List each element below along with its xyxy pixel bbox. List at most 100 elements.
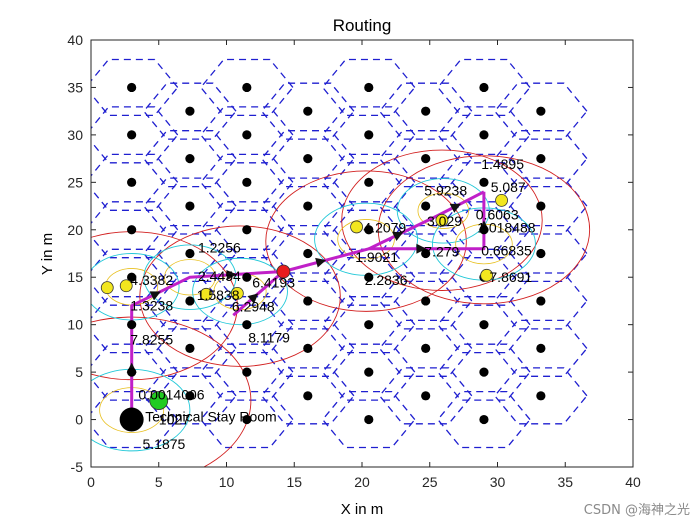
cell-node	[303, 201, 313, 211]
data-label: 8.1179	[248, 330, 290, 346]
cell-node	[127, 225, 137, 235]
hex-cell	[437, 343, 531, 401]
y-tick-label: 30	[67, 127, 83, 143]
hex-cell	[493, 177, 588, 235]
hex-cell	[91, 248, 179, 306]
hex-cell	[199, 106, 294, 164]
data-label: 0.0014006	[138, 387, 204, 403]
cell-node	[364, 130, 374, 140]
hex-cell	[493, 224, 588, 283]
route-arrow	[226, 270, 237, 281]
relay-node	[149, 391, 169, 410]
member-node	[100, 281, 114, 295]
hex-cell	[321, 390, 416, 449]
cell-node	[242, 82, 252, 93]
hex-cell	[199, 201, 294, 259]
hex-cell	[378, 272, 473, 330]
cell-node	[127, 82, 137, 93]
data-label: 2.4454	[198, 268, 241, 284]
range-circle-yellow	[337, 219, 395, 260]
hex-cell	[260, 130, 355, 188]
member-node	[119, 279, 133, 293]
data-label: 6.4193	[252, 275, 295, 291]
member-node	[495, 193, 508, 207]
x-tick-label: 35	[557, 474, 573, 490]
hex-cell	[321, 153, 416, 211]
hex-cell	[260, 367, 355, 425]
cell-node	[242, 130, 252, 140]
range-circle-red	[265, 170, 467, 312]
hex-cell	[437, 296, 531, 354]
data-label: 0.6063	[476, 206, 519, 222]
cell-node	[479, 414, 489, 425]
watermark: CSDN @海神之光	[583, 503, 690, 518]
cell-node	[127, 367, 137, 377]
hex-cell	[493, 319, 588, 377]
cell-node	[242, 177, 252, 187]
data-label: 3.029	[427, 213, 462, 229]
cell-node	[303, 248, 313, 259]
y-tick-label: 10	[67, 317, 83, 333]
x-axis-label: X in m	[341, 501, 384, 518]
y-tick-label: 20	[67, 222, 83, 238]
data-label: 4.3382	[130, 272, 173, 288]
data-label: 1027	[159, 411, 190, 427]
hex-cell	[91, 58, 179, 117]
range-circle-red	[341, 149, 543, 291]
data-label: 0.66835	[481, 242, 532, 258]
cell-node	[421, 296, 431, 306]
x-tick-label: 0	[87, 474, 95, 490]
cell-node	[536, 248, 546, 259]
cell-node	[536, 106, 546, 116]
route-arrow	[149, 291, 161, 301]
route-arrow	[392, 231, 404, 241]
cell-node	[421, 154, 431, 164]
hex-cell	[378, 224, 473, 283]
cell-node	[242, 367, 252, 377]
cell-node	[479, 177, 489, 187]
cell-node	[364, 82, 374, 93]
x-tick-label: 40	[625, 474, 641, 490]
cell-node	[536, 343, 546, 353]
hex-cell	[199, 58, 294, 117]
cell-node	[303, 391, 313, 401]
hex-cell	[493, 367, 588, 425]
hex-cell	[378, 367, 473, 425]
data-label: 1.9021	[355, 249, 398, 265]
data-label: 7.8255	[130, 332, 173, 348]
cell-node	[185, 343, 195, 353]
cell-node	[185, 154, 195, 164]
cell-node	[242, 414, 252, 425]
hex-cell	[321, 58, 416, 117]
data-label: 7.279	[424, 243, 459, 259]
cell-node	[536, 154, 546, 164]
cell-node	[479, 82, 489, 93]
cell-node	[536, 201, 546, 211]
cell-node	[364, 367, 374, 377]
hex-cell	[199, 153, 294, 211]
y-axis-label: Y in m	[39, 233, 56, 275]
member-node	[435, 213, 449, 227]
cell-node	[364, 320, 374, 330]
sensor-nodes	[100, 82, 546, 432]
x-tick-label: 5	[155, 474, 163, 490]
cell-node	[364, 272, 374, 282]
cell-node	[421, 201, 431, 211]
data-label: 1.5838	[197, 287, 240, 303]
sink-node	[119, 407, 144, 432]
route-arrow	[416, 243, 427, 254]
hex-cell-grid	[91, 58, 588, 449]
data-label: 6.2948	[232, 298, 275, 314]
cell-node	[127, 272, 137, 282]
y-tick-label: 5	[75, 364, 83, 380]
cell-node	[242, 225, 252, 235]
cell-node	[536, 296, 546, 306]
hex-cell	[437, 153, 531, 211]
hex-cell	[437, 106, 531, 164]
hex-cell	[142, 367, 237, 425]
hex-cell	[378, 130, 473, 188]
data-label: 5.1875	[143, 436, 186, 452]
range-circle-yellow	[164, 259, 216, 296]
data-label: 2.2836	[365, 272, 408, 288]
data-label: 1.2256	[198, 240, 241, 256]
